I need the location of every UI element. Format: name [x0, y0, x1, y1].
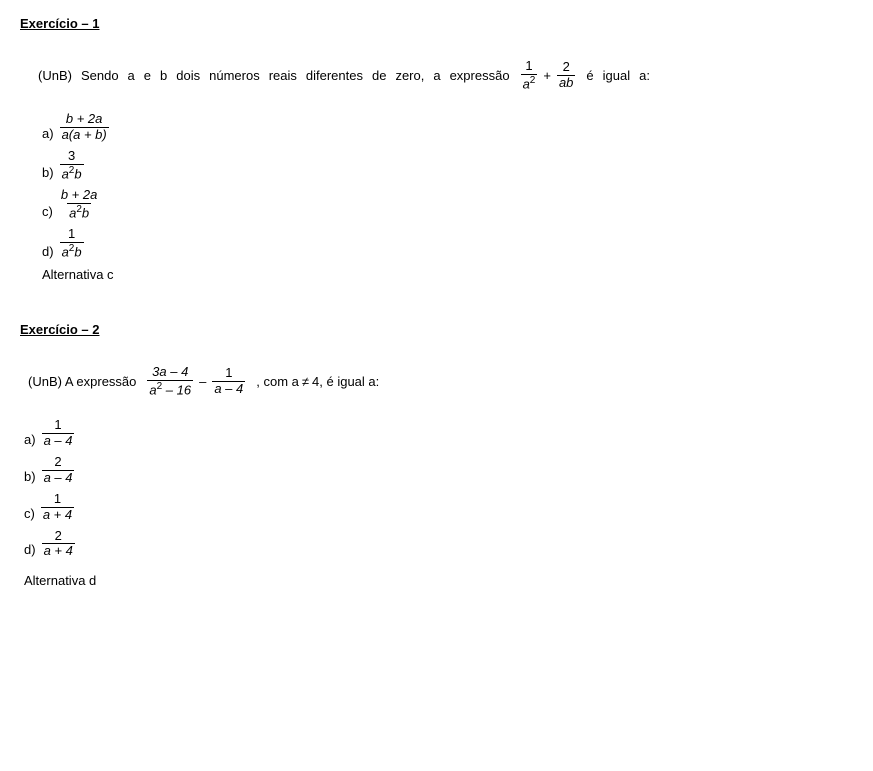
exercise-2-answer: Alternativa d	[24, 573, 853, 588]
q1-w0: Sendo	[81, 68, 119, 83]
q1-frac2-num: 2	[561, 60, 572, 75]
option-1d-frac: 1 a2b	[60, 227, 84, 260]
option-2c: c) 1 a + 4	[24, 492, 853, 523]
q1-w7: diferentes	[306, 68, 363, 83]
q2-frac2: 1 a – 4	[212, 366, 245, 397]
q1-w11: expressão	[450, 68, 510, 83]
q1-expression: 1 a2 + 2 ab	[519, 59, 578, 92]
option-1c-frac: b + 2a a2b	[59, 188, 100, 221]
q2-frac1: 3a – 4 a2 – 16	[147, 365, 193, 398]
q1-t0: é	[586, 68, 593, 83]
q1-w4: dois	[176, 68, 200, 83]
option-2c-label: c)	[24, 506, 35, 523]
exercise-1-answer: Alternativa c	[42, 267, 853, 282]
q2-expression: 3a – 4 a2 – 16 – 1 a – 4	[145, 365, 247, 398]
q1-frac1: 1 a2	[521, 59, 538, 92]
exercise-1-title: Exercício – 1	[20, 16, 853, 31]
q2-lead: (UnB) A expressão	[28, 374, 136, 389]
option-2d-label: d)	[24, 542, 36, 559]
q1-t1: igual	[603, 68, 630, 83]
q1-w6: reais	[269, 68, 297, 83]
q1-frac2: 2 ab	[557, 60, 575, 91]
option-2d: d) 2 a + 4	[24, 529, 853, 560]
option-1b-label: b)	[42, 165, 54, 182]
minus-icon: –	[199, 374, 206, 389]
option-2a: a) 1 a – 4	[24, 418, 853, 449]
q1-frac2-den: ab	[557, 75, 575, 91]
option-2b-label: b)	[24, 469, 36, 486]
option-1c-label: c)	[42, 204, 53, 221]
option-2b: b) 2 a – 4	[24, 455, 853, 486]
option-2b-frac: 2 a – 4	[42, 455, 75, 486]
option-2d-frac: 2 a + 4	[42, 529, 75, 560]
option-1a-frac: b + 2a a(a + b)	[60, 112, 109, 143]
q2-mid: , com a	[256, 374, 299, 389]
option-1d-label: d)	[42, 244, 54, 261]
exercise-1-question: (UnB) Sendo a e b dois números reais dif…	[38, 59, 853, 92]
exercise-2-options: a) 1 a – 4 b) 2 a – 4 c) 1 a + 4 d) 2 a	[24, 418, 853, 560]
q1-w8: de	[372, 68, 386, 83]
q1-w5: números	[209, 68, 260, 83]
option-2c-frac: 1 a + 4	[41, 492, 74, 523]
exercise-2: Exercício – 2 (UnB) A expressão 3a – 4 a…	[20, 322, 853, 589]
q1-w3: b	[160, 68, 167, 83]
q1-frac1-den: a2	[521, 74, 538, 92]
q1-w1: a	[128, 68, 135, 83]
option-1a: a) b + 2a a(a + b)	[42, 112, 853, 143]
q1-w9: zero,	[395, 68, 424, 83]
exercise-2-title: Exercício – 2	[20, 322, 853, 337]
option-1b: b) 3 a2b	[42, 149, 853, 182]
q1-source: (UnB)	[38, 68, 72, 83]
option-1d: d) 1 a2b	[42, 227, 853, 260]
q1-t2: a:	[639, 68, 650, 83]
exercise-2-question: (UnB) A expressão 3a – 4 a2 – 16 – 1 a –…	[28, 365, 853, 398]
q1-w10: a	[433, 68, 440, 83]
not-equal-icon: ≠	[302, 374, 309, 389]
q2-neqval: 4, é igual a:	[312, 374, 379, 389]
option-2a-label: a)	[24, 432, 36, 449]
exercise-1-options: a) b + 2a a(a + b) b) 3 a2b c) b + 2a a2…	[42, 112, 853, 260]
option-1a-label: a)	[42, 126, 54, 143]
option-1b-frac: 3 a2b	[60, 149, 84, 182]
q1-frac1-num: 1	[523, 59, 534, 74]
q1-w2: e	[144, 68, 151, 83]
exercise-1: Exercício – 1 (UnB) Sendo a e b dois núm…	[20, 16, 853, 282]
option-1c: c) b + 2a a2b	[42, 188, 853, 221]
plus-icon: +	[543, 68, 551, 83]
option-2a-frac: 1 a – 4	[42, 418, 75, 449]
